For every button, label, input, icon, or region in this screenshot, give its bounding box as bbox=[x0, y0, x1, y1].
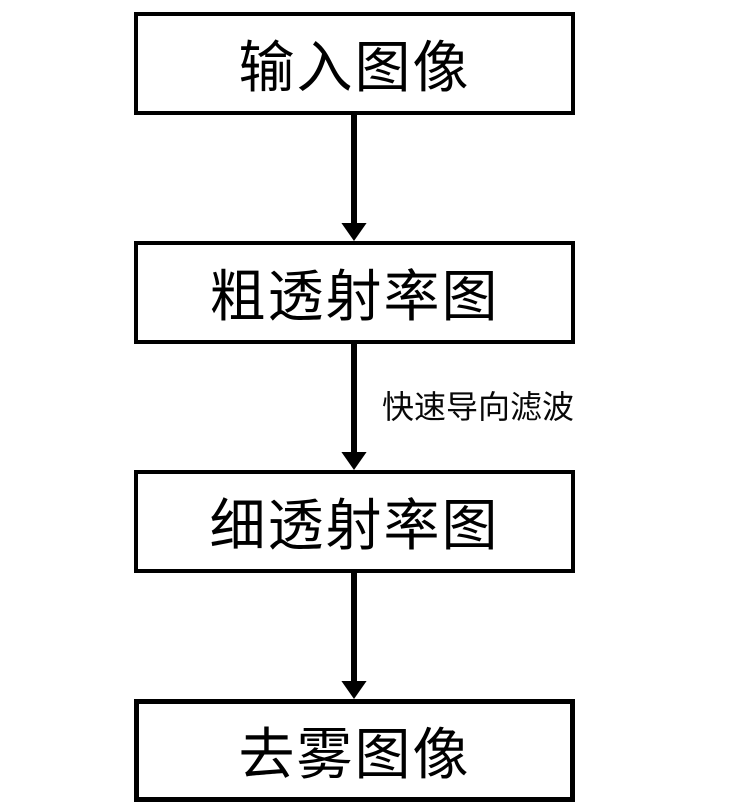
node-input-image: 输入图像 bbox=[134, 12, 575, 115]
node-label: 去雾图像 bbox=[239, 710, 471, 791]
edges-layer bbox=[0, 0, 754, 808]
node-fine-transmission: 细透射率图 bbox=[134, 470, 575, 573]
node-label: 输入图像 bbox=[239, 23, 471, 104]
edge-label-text: 快速导向滤波 bbox=[382, 382, 574, 428]
edge-label-guided-filter: 快速导向滤波 bbox=[382, 382, 574, 428]
node-label: 粗透射率图 bbox=[210, 252, 500, 333]
node-dehazed-image: 去雾图像 bbox=[134, 699, 575, 802]
node-coarse-transmission: 粗透射率图 bbox=[134, 241, 575, 344]
node-label: 细透射率图 bbox=[210, 481, 500, 562]
flowchart: 输入图像 粗透射率图 细透射率图 去雾图像 快速导向滤波 bbox=[0, 0, 754, 808]
